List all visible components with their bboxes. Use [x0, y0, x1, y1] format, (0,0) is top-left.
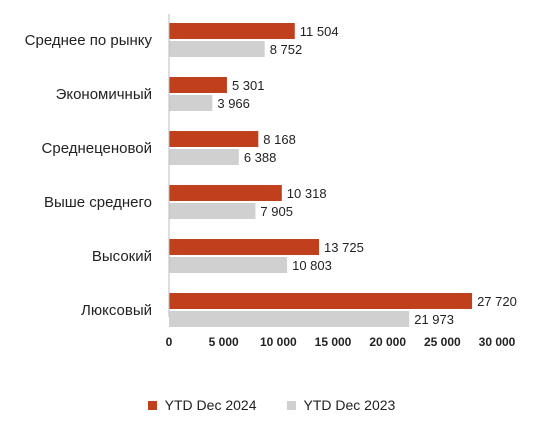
bar-2023: [169, 95, 213, 111]
x-tick-label: 20 000: [369, 335, 406, 349]
value-label-2023: 6 388: [244, 150, 277, 165]
bar-2024: [169, 185, 282, 201]
value-label-2023: 10 803: [292, 258, 332, 273]
legend-label-2023: YTD Dec 2023: [303, 397, 396, 413]
value-label-2024: 10 318: [287, 186, 327, 201]
value-label-2024: 13 725: [324, 240, 364, 255]
value-label-2024: 8 168: [263, 132, 296, 147]
bar-2024: [169, 131, 259, 147]
value-label-2023: 8 752: [270, 42, 303, 57]
category-label: Среднеценовой: [42, 140, 152, 157]
x-tick-label: 0: [166, 335, 173, 349]
legend-label-2024: YTD Dec 2024: [164, 397, 257, 413]
legend-swatch-2023: [286, 400, 296, 410]
legend: YTD Dec 2024 YTD Dec 2023: [0, 393, 543, 417]
bar-chart-plot: Среднее по рынку 11 504 8 752 Экономичный 5 …: [25, 14, 517, 349]
value-label-2023: 7 905: [260, 204, 293, 219]
bar-2024: [169, 239, 320, 255]
legend-item-2023: YTD Dec 2023: [286, 397, 396, 413]
value-label-2024: 11 504: [300, 24, 339, 39]
category-label: Экономичный: [56, 86, 152, 103]
bar-2024: [169, 23, 295, 39]
legend-swatch-2024: [147, 400, 157, 410]
x-tick-label: 15 000: [315, 335, 352, 349]
value-label-2024: 5 301: [232, 78, 265, 93]
value-label-2024: 27 720: [477, 294, 517, 309]
bar-2023: [169, 203, 256, 219]
x-tick-label: 5 000: [209, 335, 239, 349]
value-label-2023: 3 966: [217, 96, 250, 111]
bar-2024: [169, 293, 473, 309]
category-label: Выше среднего: [44, 194, 152, 211]
bar-2024: [169, 77, 227, 93]
x-tick-label: 25 000: [424, 335, 461, 349]
bar-2023: [169, 41, 265, 57]
x-tick-label: 30 000: [479, 335, 516, 349]
x-tick-label: 10 000: [260, 335, 297, 349]
bar-2023: [169, 149, 239, 165]
bar-2023: [169, 257, 288, 273]
category-label: Высокий: [92, 248, 152, 265]
category-label: Среднее по рынку: [25, 32, 153, 49]
category-label: Люксовый: [81, 302, 152, 319]
value-label-2023: 21 973: [414, 312, 454, 327]
legend-item-2024: YTD Dec 2024: [147, 397, 257, 413]
bar-2023: [169, 311, 410, 327]
